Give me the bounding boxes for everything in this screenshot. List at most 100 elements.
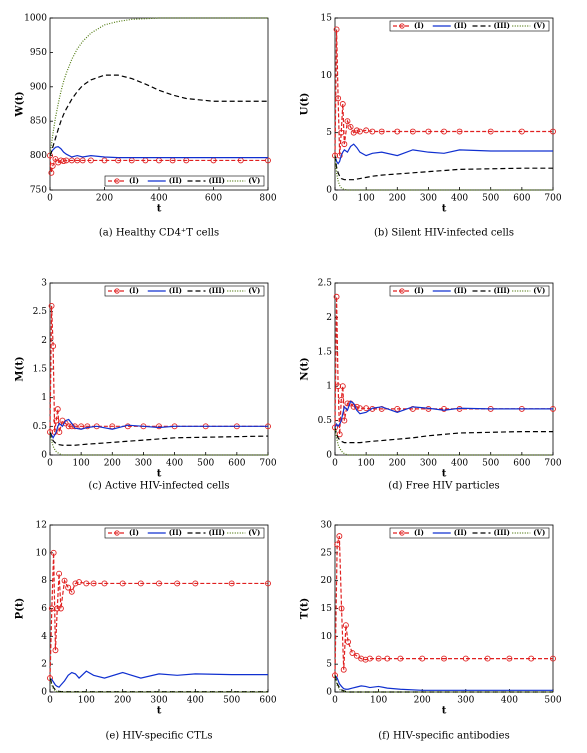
series-line (334, 143, 553, 165)
y-axis-label: M(t) (15, 356, 26, 381)
legend-label: (V) (248, 528, 260, 537)
series-marker (334, 541, 341, 548)
legend-label: (V) (533, 286, 545, 295)
series-marker (528, 655, 535, 662)
series-marker (394, 405, 401, 412)
series-marker (53, 417, 60, 424)
series-marker (409, 128, 416, 135)
legend-label: (V) (248, 286, 260, 295)
series-marker (518, 128, 525, 135)
x-tick-label: 700 (544, 194, 561, 204)
series-marker (65, 423, 72, 430)
series-line (334, 296, 553, 435)
series-line (49, 677, 268, 693)
legend-box (104, 527, 265, 539)
legend-label: (III) (494, 286, 510, 295)
x-tick-label: 100 (358, 194, 375, 204)
y-tick-label: 1 (41, 393, 47, 403)
series-line (49, 17, 268, 156)
series-marker (333, 26, 340, 33)
y-tick-label: 2 (41, 336, 47, 346)
series-marker (101, 157, 108, 164)
x-axis-label: t (157, 204, 162, 215)
x-tick-label: 100 (370, 696, 387, 706)
y-tick-label: 900 (30, 82, 47, 92)
x-tick-label: 600 (228, 459, 245, 469)
series-marker (48, 302, 55, 309)
series-marker (339, 101, 346, 107)
series-marker (49, 162, 56, 169)
x-tick-label: 100 (78, 696, 95, 706)
x-tick-label: 500 (223, 696, 240, 706)
x-tick-label: 0 (47, 459, 53, 469)
legend-label: (III) (494, 21, 510, 30)
x-axis-label: t (442, 204, 447, 215)
series-line (49, 552, 268, 679)
legend-label: (V) (533, 21, 545, 30)
series-marker (52, 647, 59, 654)
y-axis-label: U(t) (300, 93, 311, 116)
y-tick-label: 10 (321, 632, 333, 642)
series-line (49, 305, 268, 433)
legend-box (389, 20, 550, 32)
y-tick-label: 10 (36, 548, 48, 558)
caption: (c) Active HIV-infected cells (88, 481, 229, 492)
legend-label: (I) (414, 528, 424, 537)
series-marker (101, 580, 108, 587)
y-tick-label: 750 (30, 186, 47, 196)
series-marker (61, 577, 68, 584)
x-tick-label: 100 (73, 459, 90, 469)
legend-marker (114, 288, 120, 294)
y-tick-label: 0.5 (33, 422, 48, 432)
series-marker (50, 343, 57, 350)
legend-label: (I) (414, 21, 424, 30)
legend-box (104, 285, 265, 297)
x-axis-label: t (442, 469, 447, 480)
y-tick-label: 1.5 (318, 347, 333, 357)
x-tick-label: 400 (501, 696, 518, 706)
series-marker (336, 533, 343, 540)
x-axis-label: t (442, 706, 447, 717)
legend-label: (II) (454, 286, 467, 295)
series-marker (353, 652, 360, 659)
series-marker (341, 141, 348, 148)
legend-label: (I) (129, 286, 139, 295)
x-tick-label: 500 (482, 194, 499, 204)
series-marker (156, 580, 162, 587)
panel: 0 100 200 300 400 500 600 0 2 4 6 8 10 12 t P(t) (e) HIV… (15, 521, 277, 742)
series-line (49, 146, 268, 159)
series-line (334, 535, 553, 676)
panel: 0 100 200 300 400 500 0 5 10 15 20 25 30 t T(t) (f) HIV… (300, 521, 562, 742)
series-line (49, 670, 268, 688)
y-tick-label: 0 (41, 688, 47, 698)
series-marker (72, 580, 79, 587)
legend-marker (399, 288, 405, 294)
x-tick-label: 0 (332, 696, 338, 706)
x-tick-label: 200 (389, 459, 406, 469)
y-tick-label: 20 (321, 576, 333, 586)
x-tick-label: 0 (332, 459, 338, 469)
series-marker (336, 152, 343, 159)
series-marker (363, 127, 370, 134)
x-tick-label: 200 (114, 696, 131, 706)
x-axis-label: t (157, 469, 162, 480)
series-marker (76, 579, 83, 586)
series-marker (71, 423, 78, 430)
series-line (334, 155, 553, 181)
x-tick-label: 400 (150, 194, 167, 204)
series-marker (353, 127, 360, 134)
series-marker (356, 128, 363, 135)
caption: (d) Free HIV particles (388, 481, 499, 492)
series-marker (375, 655, 382, 662)
series-marker (68, 588, 75, 595)
y-tick-label: 0 (326, 451, 332, 461)
series-marker (333, 293, 340, 300)
x-tick-label: 200 (96, 194, 113, 204)
series-marker (57, 605, 64, 612)
series-marker (60, 158, 67, 165)
series-marker (363, 405, 370, 412)
y-tick-label: 0 (326, 186, 332, 196)
series-marker (54, 406, 61, 413)
x-axis-label: t (157, 706, 162, 717)
